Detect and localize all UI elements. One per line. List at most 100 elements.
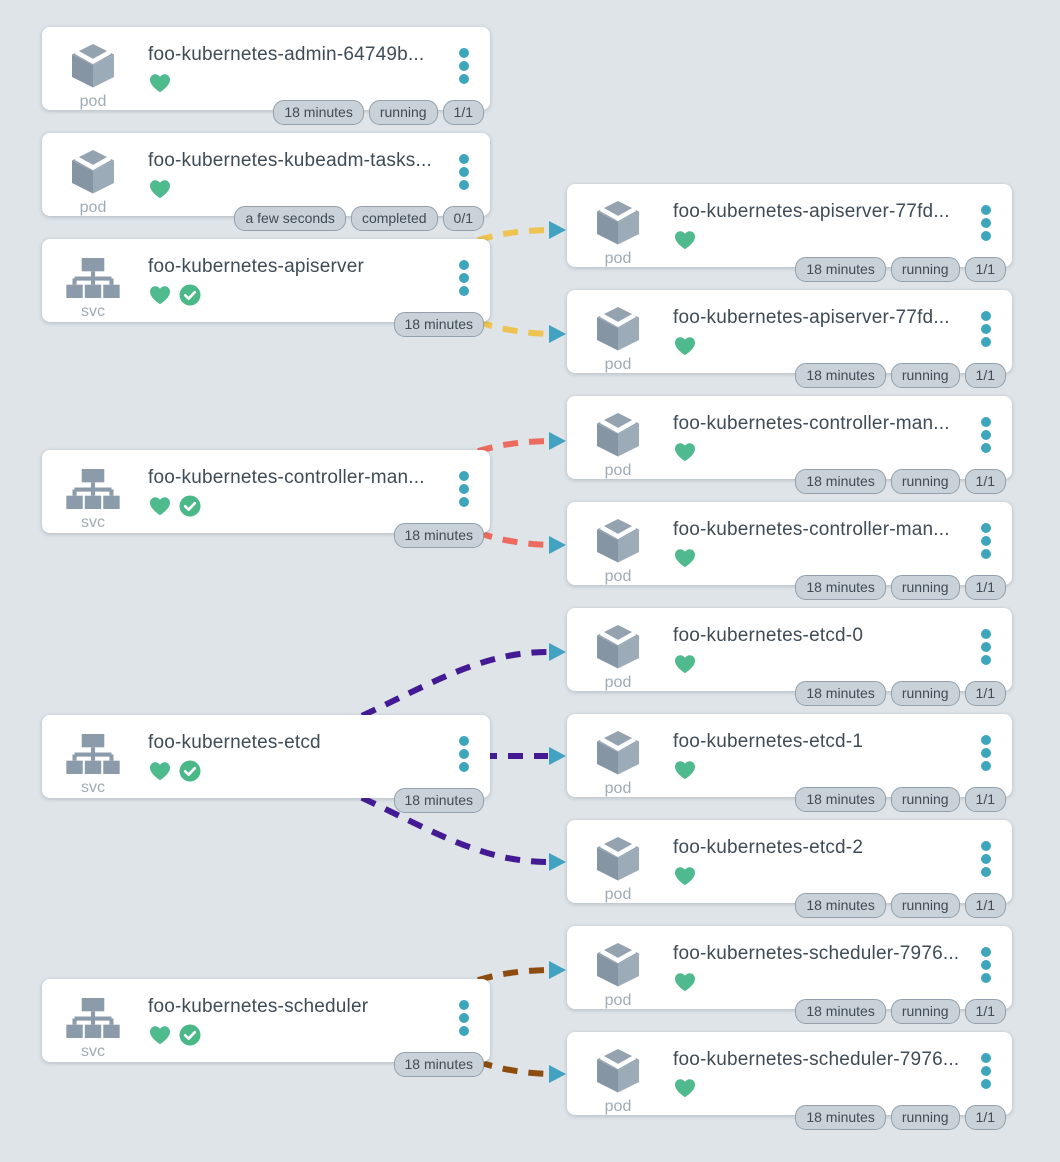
kebab-menu-button[interactable] [458, 260, 470, 296]
health-status [148, 1023, 202, 1047]
badge-row: 18 minutes running 1/1 [795, 999, 1006, 1024]
age-badge: 18 minutes [393, 1052, 484, 1077]
node-title: foo-kubernetes-apiserver [148, 256, 365, 277]
ready-badge: 1/1 [964, 681, 1006, 706]
ready-badge: 1/1 [964, 575, 1006, 600]
kebab-menu-button[interactable] [980, 311, 992, 347]
kebab-menu-button[interactable] [458, 736, 470, 772]
node-kind-label: svc [81, 1043, 105, 1060]
node-kind-label: pod [604, 568, 632, 585]
kebab-menu-button[interactable] [980, 205, 992, 241]
ready-badge: 1/1 [964, 999, 1006, 1024]
node-title: foo-kubernetes-etcd-0 [673, 625, 864, 646]
node-kind-label: svc [81, 779, 105, 796]
age-badge: 18 minutes [795, 787, 886, 812]
badge-row: 18 minutes [393, 788, 484, 813]
pod-icon: pod [589, 411, 647, 479]
edge-arrowhead-icon [549, 643, 566, 661]
status-badge: running [890, 469, 960, 494]
kebab-menu-button[interactable] [458, 471, 470, 507]
status-badge: running [890, 999, 960, 1024]
ready-badge: 1/1 [964, 787, 1006, 812]
node-title: foo-kubernetes-scheduler-7976... [673, 943, 960, 964]
pod-icon: pod [589, 835, 647, 903]
health-status [673, 652, 697, 676]
node-card-etcd-pod-1[interactable]: pod foo-kubernetes-etcd-1 18 minutes run… [567, 714, 1012, 812]
node-card-controller-svc[interactable]: svc foo-kubernetes-controller-man... 18 … [42, 450, 490, 548]
node-card-scheduler-pod-1[interactable]: pod foo-kubernetes-scheduler-7976... 18 … [567, 926, 1012, 1024]
healthy-heart-icon [673, 758, 697, 782]
healthy-heart-icon [673, 1076, 697, 1100]
node-card-etcd-svc[interactable]: svc foo-kubernetes-etcd 18 minutes [42, 715, 490, 813]
ready-badge: 1/1 [442, 100, 484, 125]
status-badge: running [890, 363, 960, 388]
ready-badge: 1/1 [964, 363, 1006, 388]
health-status [673, 864, 697, 888]
age-badge: 18 minutes [393, 523, 484, 548]
edge-arrowhead-icon [549, 325, 566, 343]
badge-row: 18 minutes running 1/1 [273, 100, 484, 125]
kebab-menu-button[interactable] [458, 48, 470, 84]
kebab-menu-button[interactable] [980, 841, 992, 877]
kebab-menu-button[interactable] [458, 154, 470, 190]
healthy-heart-icon [673, 652, 697, 676]
node-card-controller-pod-1[interactable]: pod foo-kubernetes-controller-man... 18 … [567, 396, 1012, 494]
node-card-controller-pod-2[interactable]: pod foo-kubernetes-controller-man... 18 … [567, 502, 1012, 600]
kebab-menu-button[interactable] [980, 735, 992, 771]
kebab-menu-button[interactable] [980, 523, 992, 559]
status-badge: running [890, 893, 960, 918]
pod-icon: pod [589, 941, 647, 1009]
node-kind-label: svc [81, 303, 105, 320]
node-card-apiserver-svc[interactable]: svc foo-kubernetes-apiserver 18 minutes [42, 239, 490, 337]
healthy-heart-icon [673, 546, 697, 570]
kebab-menu-button[interactable] [980, 1053, 992, 1089]
badge-row: 18 minutes [393, 312, 484, 337]
pod-icon: pod [589, 305, 647, 373]
pod-icon: pod [589, 1047, 647, 1115]
pod-icon: pod [64, 148, 122, 216]
node-title: foo-kubernetes-kubeadm-tasks... [148, 150, 432, 171]
age-badge: 18 minutes [795, 575, 886, 600]
node-card-scheduler-svc[interactable]: svc foo-kubernetes-scheduler 18 minutes [42, 979, 490, 1077]
health-status [148, 494, 202, 518]
pod-icon: pod [64, 42, 122, 110]
healthy-heart-icon [673, 970, 697, 994]
kebab-menu-button[interactable] [458, 1000, 470, 1036]
healthy-heart-icon [148, 177, 172, 201]
node-card-scheduler-pod-2[interactable]: pod foo-kubernetes-scheduler-7976... 18 … [567, 1032, 1012, 1130]
badge-row: 18 minutes running 1/1 [795, 575, 1006, 600]
node-card-apiserver-pod-1[interactable]: pod foo-kubernetes-apiserver-77fd... 18 … [567, 184, 1012, 282]
kebab-menu-button[interactable] [980, 417, 992, 453]
success-check-icon [178, 283, 202, 307]
ready-badge: 1/1 [964, 1105, 1006, 1130]
node-card-etcd-pod-2[interactable]: pod foo-kubernetes-etcd-2 18 minutes run… [567, 820, 1012, 918]
pod-icon: pod [589, 623, 647, 691]
node-title: foo-kubernetes-apiserver-77fd... [673, 307, 950, 328]
edge-arrowhead-icon [549, 961, 566, 979]
health-status [673, 1076, 697, 1100]
age-badge: 18 minutes [795, 999, 886, 1024]
badge-row: 18 minutes running 1/1 [795, 787, 1006, 812]
node-card-admin-pod[interactable]: pod foo-kubernetes-admin-64749b... 18 mi… [42, 27, 490, 125]
node-card-etcd-pod-0[interactable]: pod foo-kubernetes-etcd-0 18 minutes run… [567, 608, 1012, 706]
age-badge: 18 minutes [393, 312, 484, 337]
ready-badge: 0/1 [442, 206, 484, 231]
health-status [148, 177, 172, 201]
node-kind-label: pod [604, 780, 632, 797]
node-kind-label: pod [604, 462, 632, 479]
healthy-heart-icon [673, 440, 697, 464]
health-status [148, 71, 172, 95]
node-title: foo-kubernetes-apiserver-77fd... [673, 201, 950, 222]
age-badge: 18 minutes [273, 100, 364, 125]
node-title: foo-kubernetes-controller-man... [673, 519, 950, 540]
health-status [673, 970, 697, 994]
health-status [148, 759, 202, 783]
node-card-kubeadm-tasks-pod[interactable]: pod foo-kubernetes-kubeadm-tasks... a fe… [42, 133, 490, 231]
badge-row: 18 minutes [393, 523, 484, 548]
node-card-apiserver-pod-2[interactable]: pod foo-kubernetes-apiserver-77fd... 18 … [567, 290, 1012, 388]
kebab-menu-button[interactable] [980, 947, 992, 983]
kebab-menu-button[interactable] [980, 629, 992, 665]
age-badge: 18 minutes [795, 257, 886, 282]
edge-arrowhead-icon [549, 1065, 566, 1083]
